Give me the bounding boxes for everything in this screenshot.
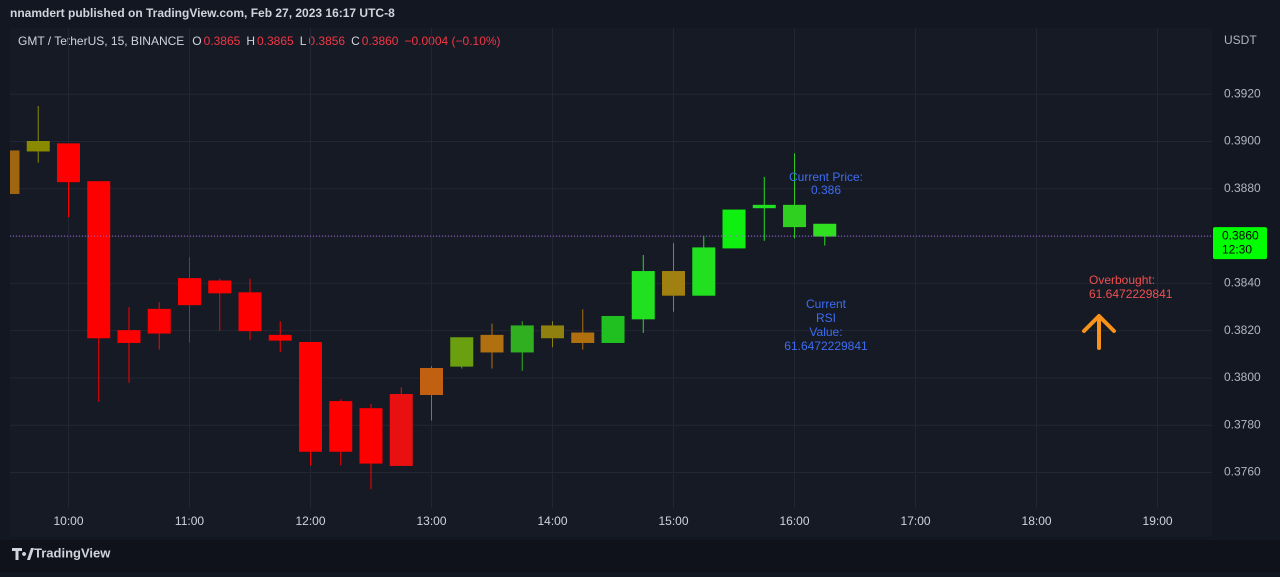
annotation-line: Value: — [809, 325, 842, 339]
candle-body — [56, 143, 80, 183]
y-tick-label: 0.3780 — [1224, 417, 1261, 431]
candle-body — [722, 209, 746, 249]
annotation-line: Current — [806, 297, 847, 311]
candle-body — [480, 334, 504, 353]
annotation: Current Price: 0.386 — [789, 170, 863, 197]
candle-body — [299, 341, 322, 452]
candle-body — [329, 401, 353, 452]
candle-body — [752, 204, 776, 209]
legend-key: L — [300, 34, 307, 48]
legend-value: 0.3860 — [362, 34, 399, 48]
axes: 0.3760 0.3780 0.3800 0.3820 0.3840 0.3860 0.38… — [53, 86, 1267, 528]
annotation-line: 0.386 — [811, 183, 841, 197]
annotation-line: RSI — [816, 311, 836, 325]
y-tick-label: 0.3840 — [1224, 276, 1261, 290]
annotation: Current RSI Value: 61.6472229841 — [784, 297, 868, 353]
candle-body — [631, 271, 655, 320]
y-tick-label: 0.3800 — [1224, 370, 1261, 384]
countdown-label: 12:30 — [1222, 242, 1252, 256]
published-line: nnamdert published on TradingView.com, F… — [10, 6, 395, 20]
candle-body — [813, 223, 837, 237]
candle-body — [87, 181, 111, 339]
y-tick-label: 0.3880 — [1224, 181, 1261, 195]
candle-body — [117, 330, 141, 343]
candle-body — [268, 334, 292, 341]
candle-body — [571, 332, 595, 343]
legend-key: O — [192, 34, 201, 48]
candle-body — [783, 204, 807, 228]
footer-bar — [0, 540, 1280, 572]
x-tick-label: 14:00 — [537, 514, 567, 528]
candles — [10, 106, 1212, 490]
y-tick-label: 0.3920 — [1224, 86, 1261, 100]
candle-body — [389, 394, 413, 466]
legend-key: H — [246, 34, 255, 48]
annotation-line: Current Price: — [789, 170, 863, 184]
legend-value: 0.3865 — [204, 34, 241, 48]
candle-body — [662, 271, 686, 296]
candle-body — [420, 367, 444, 396]
legend-value: 0.3865 — [257, 34, 294, 48]
overbought-arrow — [1082, 314, 1116, 350]
y-axis-label: USDT — [1224, 33, 1257, 47]
annotation-line: 61.6472229841 — [784, 339, 868, 353]
candle-body — [601, 315, 625, 343]
logo-icon — [12, 548, 34, 560]
legend-change: −0.0004 (−0.10%) — [404, 34, 500, 48]
x-tick-label: 10:00 — [53, 514, 83, 528]
x-tick-label: 13:00 — [416, 514, 446, 528]
last-price-tag — [1213, 227, 1267, 260]
candle-body — [692, 247, 716, 296]
candle-body — [450, 337, 474, 367]
x-tick-label: 12:00 — [295, 514, 325, 528]
candle-body — [10, 150, 20, 195]
y-tick-label: 0.3900 — [1224, 134, 1261, 148]
y-tick-label: 0.3820 — [1224, 323, 1261, 337]
candle-body — [359, 408, 383, 464]
legend-key: C — [351, 34, 360, 48]
y-tick-label: 0.3760 — [1224, 465, 1261, 479]
legend-value: 0.3856 — [308, 34, 345, 48]
x-tick-label: 18:00 — [1022, 514, 1052, 528]
annotation-line: Overbought: — [1089, 273, 1155, 287]
x-tick-label: 15:00 — [659, 514, 689, 528]
candle-body — [510, 325, 534, 353]
x-tick-label: 11:00 — [175, 514, 204, 528]
candle-body — [177, 278, 201, 306]
legend: GMT / TetherUS, 15, BINANCE O 0.3865 H 0.386… — [18, 34, 501, 48]
x-tick-label: 16:00 — [780, 514, 810, 528]
candle-body — [208, 280, 232, 294]
x-tick-label: 19:00 — [1143, 514, 1173, 528]
brand: TradingView — [34, 545, 111, 560]
candle-body — [238, 292, 262, 332]
last-price-label: 0.3860 — [1222, 228, 1259, 242]
candle-body — [26, 140, 50, 152]
annotation-line: 61.6472229841 — [1089, 287, 1173, 301]
annotation: Overbought: 61.6472229841 — [1089, 273, 1173, 301]
legend-symbol: GMT / TetherUS, 15, BINANCE — [18, 34, 184, 48]
candle-body — [147, 308, 171, 334]
candle-body — [541, 325, 565, 339]
x-tick-label: 17:00 — [901, 514, 931, 528]
